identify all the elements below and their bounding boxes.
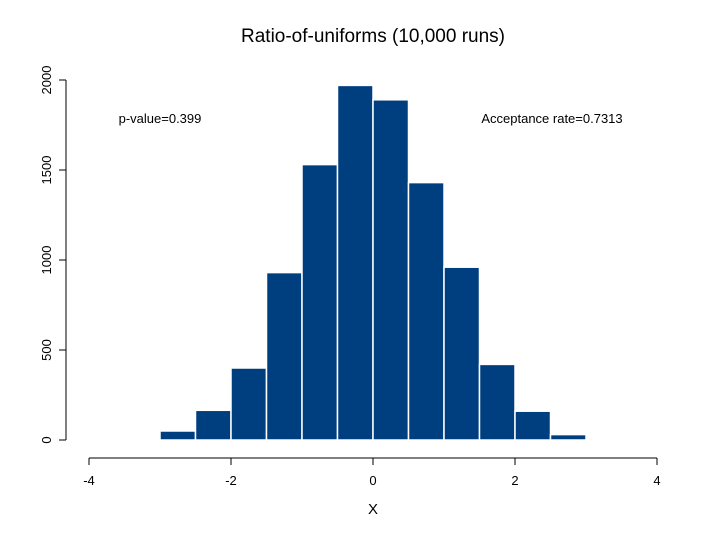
y-axis: 0 500 1000 1500 2000 bbox=[39, 66, 67, 444]
histogram-bar bbox=[478, 363, 516, 441]
p-value-annotation: p-value=0.399 bbox=[119, 111, 202, 126]
y-tick-label: 500 bbox=[39, 339, 54, 361]
chart-title: Ratio-of-uniforms (10,000 runs) bbox=[241, 26, 505, 47]
histogram-bar bbox=[159, 430, 197, 441]
acceptance-rate-annotation: Acceptance rate=0.7313 bbox=[481, 111, 622, 126]
histogram-bar bbox=[336, 84, 374, 441]
y-tick-label: 1500 bbox=[39, 156, 54, 185]
y-tick-label: 1000 bbox=[39, 246, 54, 275]
y-tick-label: 2000 bbox=[39, 66, 54, 95]
histogram-bar bbox=[230, 367, 268, 441]
bars-group bbox=[159, 84, 587, 441]
x-axis: -4 -2 0 2 4 bbox=[83, 457, 661, 488]
x-tick-label: 4 bbox=[653, 473, 660, 488]
x-tick-label: 2 bbox=[511, 473, 518, 488]
histogram-bar bbox=[549, 433, 587, 441]
histogram-bar bbox=[443, 266, 481, 441]
histogram-bar bbox=[514, 410, 552, 441]
y-tick-label: 0 bbox=[39, 436, 54, 443]
x-tick-label: -2 bbox=[225, 473, 237, 488]
x-axis-title: X bbox=[368, 501, 378, 518]
histogram-bar bbox=[301, 163, 339, 441]
histogram-bar bbox=[265, 271, 303, 441]
histogram-bar bbox=[194, 409, 232, 441]
histogram-bar bbox=[407, 181, 445, 441]
histogram-bar bbox=[372, 99, 410, 441]
x-tick-label: 0 bbox=[369, 473, 376, 488]
x-tick-label: -4 bbox=[83, 473, 95, 488]
